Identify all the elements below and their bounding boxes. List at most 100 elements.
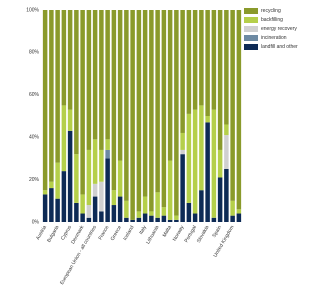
bar-segment: [236, 10, 242, 210]
bar-segment: [55, 162, 60, 199]
bar-segment: [192, 10, 198, 110]
y-tick-label: 40%: [29, 135, 40, 141]
bar-segment: [167, 10, 173, 161]
bar-segment: [174, 219, 179, 222]
x-tick-label: Italy: [138, 224, 148, 235]
bar-segment: [230, 10, 235, 201]
bar-segment: [67, 10, 73, 110]
bar-segment: [74, 154, 79, 203]
bar-segment: [217, 177, 223, 222]
bar-segment: [86, 205, 92, 218]
bar-segment: [142, 10, 148, 197]
bar-segment: [199, 105, 204, 191]
legend-swatch: [244, 26, 258, 32]
bar-segment: [142, 196, 148, 214]
bar-segment: [192, 213, 198, 222]
bar-segment: [149, 10, 154, 212]
bar-segment: [186, 113, 192, 203]
bar-segment: [67, 130, 73, 222]
y-tick-label: 100%: [26, 7, 39, 13]
bar-segment: [42, 10, 48, 191]
bar-segment: [86, 217, 92, 222]
y-tick-label: 0%: [32, 219, 40, 225]
bar-segment: [105, 10, 110, 140]
bar-segment: [99, 211, 104, 222]
x-tick-label: Bulgaria: [46, 224, 60, 243]
bar-segment: [149, 215, 154, 222]
bar-segment: [205, 122, 210, 222]
bar-segment: [42, 190, 48, 195]
bar-segment: [130, 10, 135, 220]
bar-segment: [124, 200, 129, 218]
bar-segment: [224, 10, 229, 125]
x-tick-label: Malta: [162, 224, 173, 238]
bar-segment: [99, 181, 104, 212]
bar-segment: [211, 10, 217, 110]
bar-segment: [236, 213, 242, 222]
legend-swatch: [244, 35, 258, 41]
bar-segment: [105, 149, 110, 159]
bar-segment: [155, 217, 160, 222]
bar-segment: [224, 135, 229, 169]
bar-segment: [161, 215, 167, 222]
bar-segment: [180, 10, 185, 133]
bar-segment: [99, 10, 104, 150]
bar-segment: [236, 209, 242, 214]
bar-segment: [117, 196, 123, 222]
bar-segment: [111, 205, 117, 222]
bar-segment: [161, 207, 167, 216]
bar-segment: [205, 10, 210, 116]
bar-segment: [99, 149, 104, 182]
bar-segment: [105, 139, 110, 150]
bar-segment: [217, 10, 223, 150]
legend-item: backfilling: [244, 17, 300, 23]
bar-segment: [211, 217, 217, 222]
bar-segment: [155, 10, 160, 193]
bar-segment: [186, 10, 192, 114]
bar-segment: [92, 139, 98, 184]
bar-segment: [230, 200, 235, 216]
bar-segment: [61, 10, 67, 106]
bar-segment: [86, 10, 92, 150]
bar-segment: [186, 202, 192, 222]
y-tick-label: 60%: [29, 92, 40, 98]
legend-swatch: [244, 17, 258, 23]
bar-segment: [136, 217, 142, 222]
bar-segment: [136, 211, 142, 218]
bar-segment: [74, 10, 79, 155]
legend-label: landfill and other: [261, 44, 298, 50]
bar-segment: [80, 10, 85, 195]
bar-segment: [61, 171, 67, 222]
legend-label: energy recovery: [261, 26, 297, 32]
bar-segment: [105, 158, 110, 222]
bar-segment: [124, 217, 129, 222]
bar-segment: [92, 10, 98, 140]
legend-swatch: [244, 8, 258, 14]
bar-segment: [217, 149, 223, 178]
legend-item: energy recovery: [244, 26, 300, 32]
bar-segment: [180, 149, 185, 155]
bar-segment: [80, 194, 85, 214]
y-tick-label: 80%: [29, 50, 40, 56]
bar-segment: [80, 213, 85, 222]
bar-segment: [92, 183, 98, 197]
bar-segment: [55, 10, 60, 163]
bar-segment: [180, 132, 185, 150]
bar-segment: [42, 194, 48, 222]
bar-segment: [124, 10, 129, 201]
legend-item: recycling: [244, 8, 300, 14]
bar-segment: [49, 181, 54, 189]
legend-label: recycling: [261, 8, 281, 14]
y-tick-label: 20%: [29, 177, 40, 183]
bar-segment: [86, 149, 92, 206]
bar-segment: [142, 213, 148, 222]
bar-segment: [155, 192, 160, 218]
bar-segment: [136, 10, 142, 212]
page: {"chart_data": {"type": "stacked-bar", "…: [26, 7, 300, 286]
bar-segment: [180, 154, 185, 222]
legend: recycling backfilling energy recovery incin…: [244, 8, 300, 53]
bar-segment: [117, 160, 123, 197]
x-tick-label: Spain: [211, 224, 223, 238]
bar-segment: [49, 10, 54, 182]
